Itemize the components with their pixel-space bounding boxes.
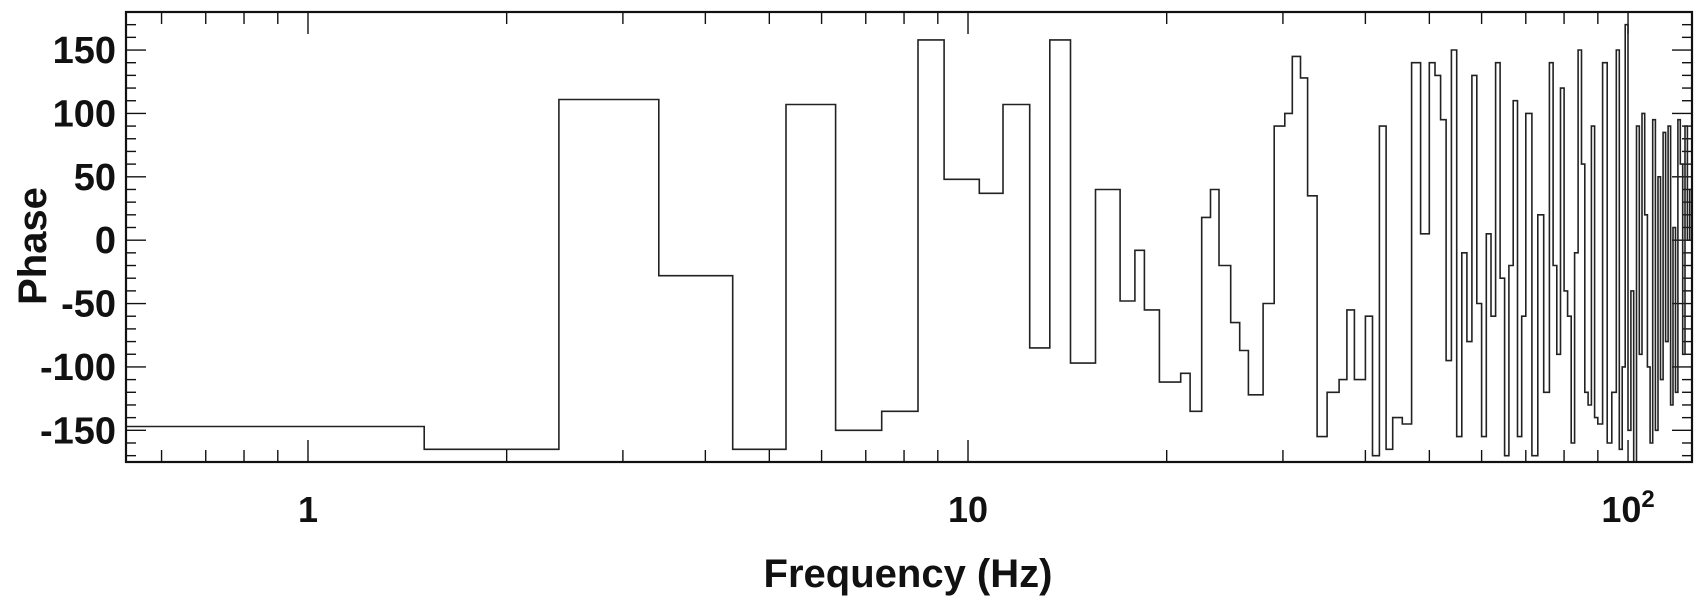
x-tick-label: 10 (948, 489, 988, 530)
y-tick-label: -100 (40, 347, 116, 389)
x-axis-title: Frequency (Hz) (764, 552, 1053, 596)
x-tick-label-exponent: 2 (1641, 486, 1654, 513)
phase-series-line (126, 23, 1693, 463)
y-tick-label: 100 (53, 93, 116, 135)
x-tick-labels: 1 10 102 (298, 486, 1655, 530)
x-tick-label: 1 (298, 489, 318, 530)
y-tick-label: -150 (40, 410, 116, 452)
y-tick-label: 0 (95, 220, 116, 262)
y-tick-label: 150 (53, 30, 116, 72)
y-axis-title: Phase (11, 187, 55, 305)
x-tick-label: 102 (1601, 486, 1654, 530)
y-tick-labels: 150 100 50 0 -50 -100 -150 (40, 30, 116, 452)
axis-ticks (126, 11, 1692, 462)
plot-frame (124, 10, 1694, 464)
y-tick-label: 50 (74, 157, 116, 199)
series-layer (126, 23, 1693, 463)
y-tick-label: -50 (61, 284, 116, 326)
